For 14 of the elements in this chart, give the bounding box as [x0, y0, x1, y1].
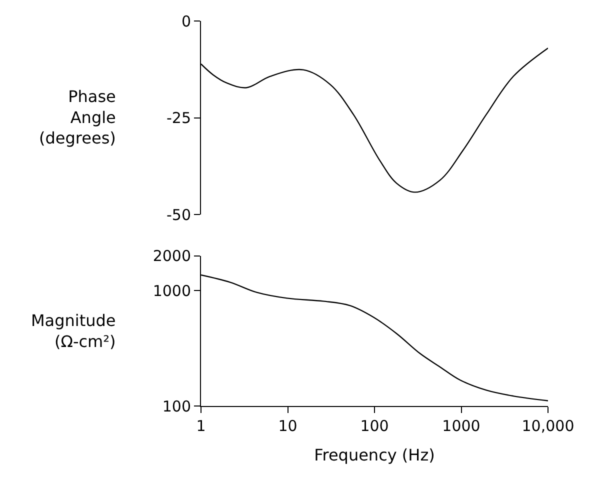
y-tick-label: 1000 [152, 282, 191, 300]
y-axis-title: Phase Angle (degrees) [39, 87, 116, 148]
y-tick-label: 100 [162, 397, 191, 416]
x-axis-title: Frequency (Hz) [314, 446, 435, 465]
x-tick-label: 100 [360, 417, 389, 435]
y-tick-label: -50 [166, 206, 191, 224]
y-axis-title: Magnitude (Ω-cm²) [31, 311, 116, 351]
x-tick-label: 1000 [442, 417, 480, 435]
x-tick-label: 10,000 [522, 417, 574, 435]
y-tick-label: 0 [181, 12, 191, 30]
x-tick-label: 10 [278, 417, 298, 435]
y-tick-label: 2000 [152, 247, 191, 266]
x-tick-label: 1 [196, 417, 206, 435]
y-tick-label: -25 [166, 109, 191, 128]
